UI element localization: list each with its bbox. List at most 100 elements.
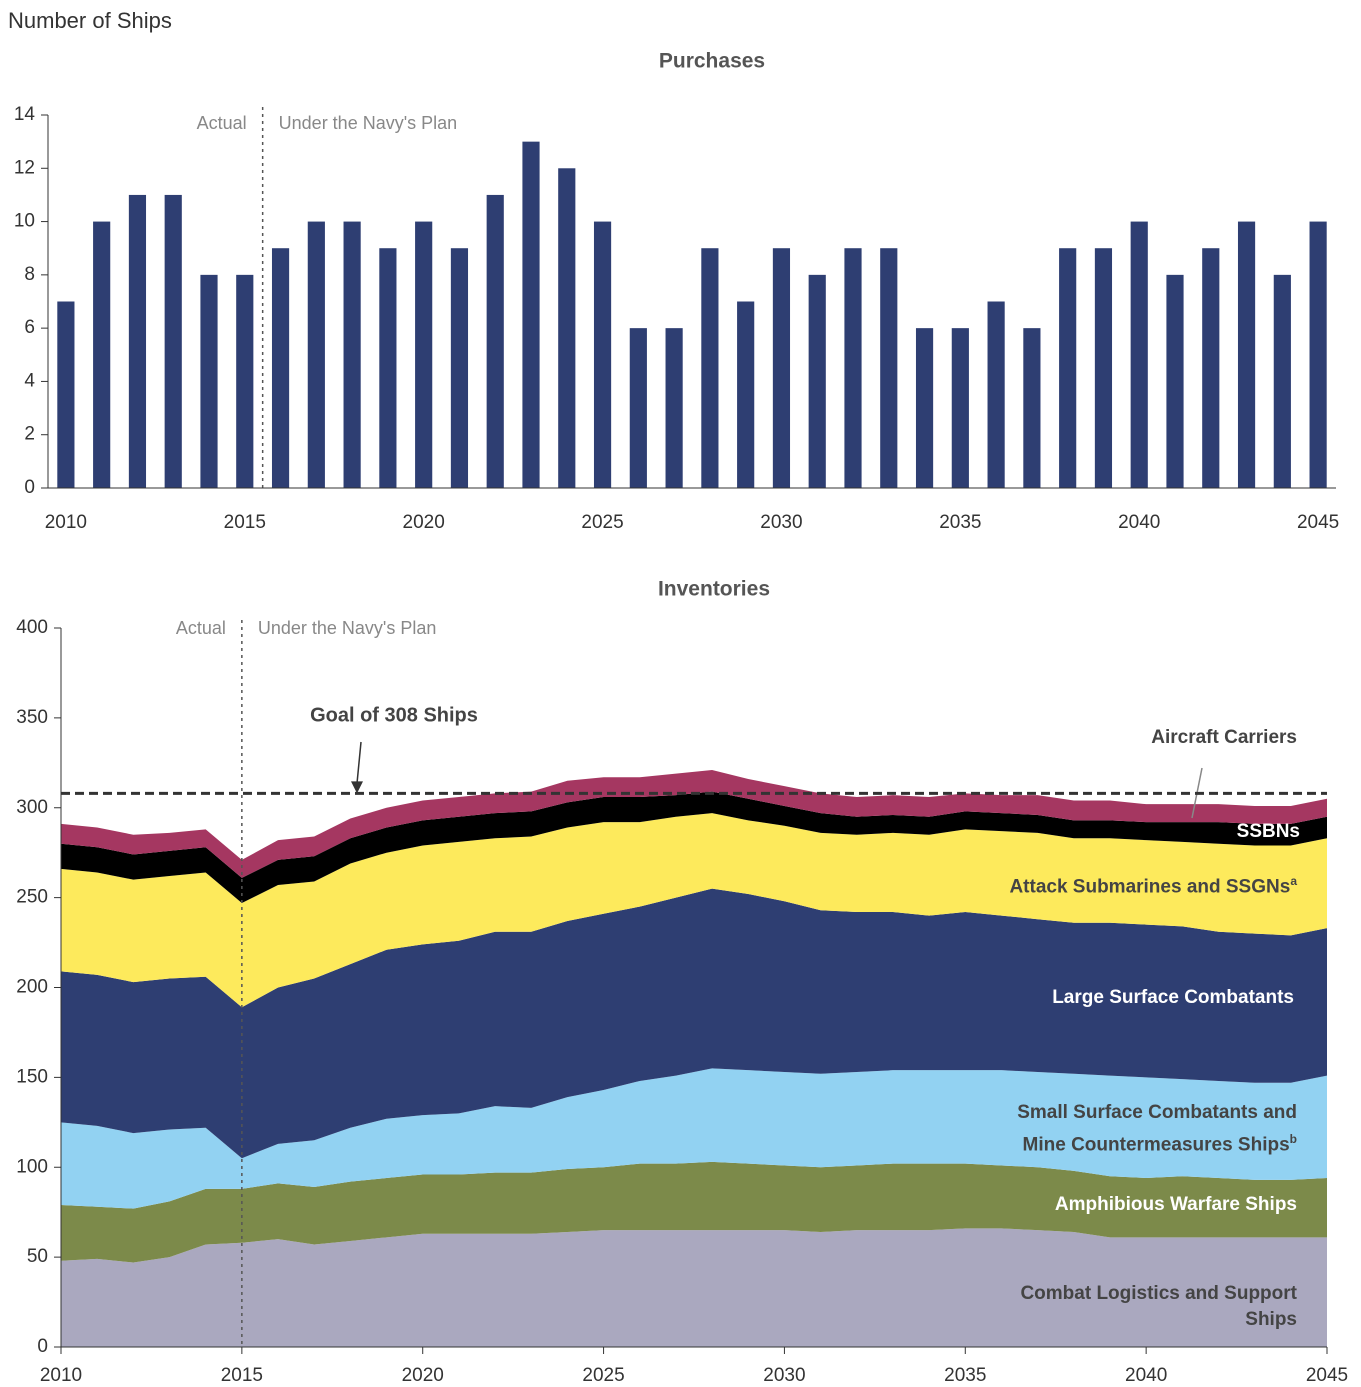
y-tick-label: 100: [16, 1156, 48, 1177]
series-label: Aircraft Carriers: [1151, 725, 1297, 751]
series-name: Amphibious Warfare Ships: [1054, 1194, 1297, 1215]
x-tick-label: 2025: [581, 512, 623, 533]
y-axis-label: Number of Ships: [8, 8, 172, 33]
series-name: Aircraft Carriers: [1151, 727, 1297, 748]
x-tick-label: 2020: [403, 512, 445, 533]
series-label: Small Surface Combatants and Mine Counte…: [987, 1100, 1297, 1158]
area: [61, 1161, 1327, 1263]
bar: [57, 301, 75, 488]
y-tick-label: 250: [16, 887, 48, 908]
series-name: SSBNs: [1236, 821, 1300, 842]
x-tick-label: 2015: [221, 1365, 263, 1386]
bar: [271, 248, 290, 488]
y-tick-label: 0: [37, 1336, 48, 1357]
x-tick-label: 2015: [224, 512, 266, 533]
area: [61, 1228, 1327, 1347]
x-tick-label: 2045: [1297, 512, 1339, 533]
y-tick-label: 8: [24, 264, 35, 285]
bar: [1023, 328, 1041, 488]
goal-arrow: [356, 741, 362, 784]
bar: [307, 221, 325, 489]
y-tick-label: 150: [16, 1066, 48, 1087]
bar: [1059, 248, 1077, 488]
y-tick-label: 200: [16, 977, 48, 998]
y-tick-label: 400: [16, 617, 48, 638]
chart-title: Inventories: [658, 578, 770, 601]
x-tick-label: 2020: [402, 1365, 444, 1386]
bar: [450, 248, 469, 488]
y-tick-label: 12: [14, 157, 35, 178]
series-label: SSBNs: [1237, 819, 1300, 845]
bar: [915, 328, 934, 488]
annotation: Under the Navy's Plan: [258, 618, 437, 638]
series-name: Attack Submarines and SSGNs: [1009, 876, 1291, 898]
series-label: Amphibious Warfare Ships: [1055, 1192, 1297, 1218]
x-tick-label: 2025: [582, 1365, 624, 1386]
bar: [1130, 221, 1148, 489]
bar: [593, 221, 612, 489]
area: [61, 888, 1327, 1159]
series-name: Small Surface Combatants and Mine Counte…: [1017, 1102, 1297, 1156]
footnote-mark: b: [1289, 1132, 1297, 1146]
x-tick-label: 2035: [944, 1365, 986, 1386]
bar: [558, 168, 576, 489]
bar: [1202, 248, 1220, 488]
bar: [808, 274, 826, 488]
x-tick-label: 2035: [939, 512, 981, 533]
annotation: Actual: [197, 113, 247, 133]
chart-title: Purchases: [659, 50, 765, 73]
series-name: Combat Logistics and Support Ships: [1020, 1283, 1297, 1330]
x-tick-label: 2045: [1306, 1365, 1348, 1386]
bar: [951, 328, 969, 488]
bar: [379, 248, 397, 488]
bar: [629, 328, 647, 488]
bar: [200, 274, 218, 488]
footnote-mark: a: [1290, 874, 1297, 888]
bar: [1309, 221, 1327, 489]
bar: [343, 221, 361, 489]
annotation: Under the Navy's Plan: [279, 113, 458, 133]
annotation: Actual: [176, 618, 226, 638]
area: [61, 1068, 1327, 1209]
x-tick-label: 2010: [45, 512, 87, 533]
bar: [844, 248, 862, 488]
y-tick-label: 6: [24, 317, 35, 338]
y-tick-label: 50: [27, 1246, 48, 1267]
bar: [1094, 248, 1113, 488]
bar: [522, 141, 540, 488]
bar: [1273, 274, 1291, 488]
bar: [415, 221, 433, 489]
x-tick-label: 2030: [760, 512, 802, 533]
y-tick-label: 2: [24, 424, 35, 445]
bar: [164, 194, 182, 488]
series-name: Large Surface Combatants: [1052, 987, 1294, 1008]
x-tick-label: 2030: [763, 1365, 805, 1386]
bar: [880, 248, 898, 488]
bar: [1166, 274, 1184, 488]
bar: [701, 248, 719, 488]
bar: [93, 221, 111, 489]
x-tick-label: 2010: [40, 1365, 82, 1386]
series-label: Large Surface Combatants: [1052, 985, 1294, 1011]
series-label: Attack Submarines and SSGNsa: [1009, 868, 1297, 900]
bar: [772, 248, 791, 488]
y-tick-label: 350: [16, 707, 48, 728]
x-tick-label: 2040: [1125, 1365, 1167, 1386]
bar: [236, 274, 254, 488]
area: [61, 813, 1327, 1008]
bar: [665, 328, 683, 488]
bar: [737, 301, 755, 488]
y-tick-label: 10: [14, 211, 35, 232]
y-tick-label: 4: [24, 370, 35, 391]
bar: [486, 194, 504, 488]
series-label: Combat Logistics and Support Ships: [987, 1281, 1297, 1333]
y-tick-label: 300: [16, 797, 48, 818]
bar: [987, 301, 1005, 488]
x-tick-label: 2040: [1118, 512, 1160, 533]
y-tick-label: 14: [14, 104, 36, 125]
bar: [1237, 221, 1256, 489]
goal-label: Goal of 308 Ships: [310, 704, 478, 726]
goal-arrowhead: [351, 781, 363, 794]
